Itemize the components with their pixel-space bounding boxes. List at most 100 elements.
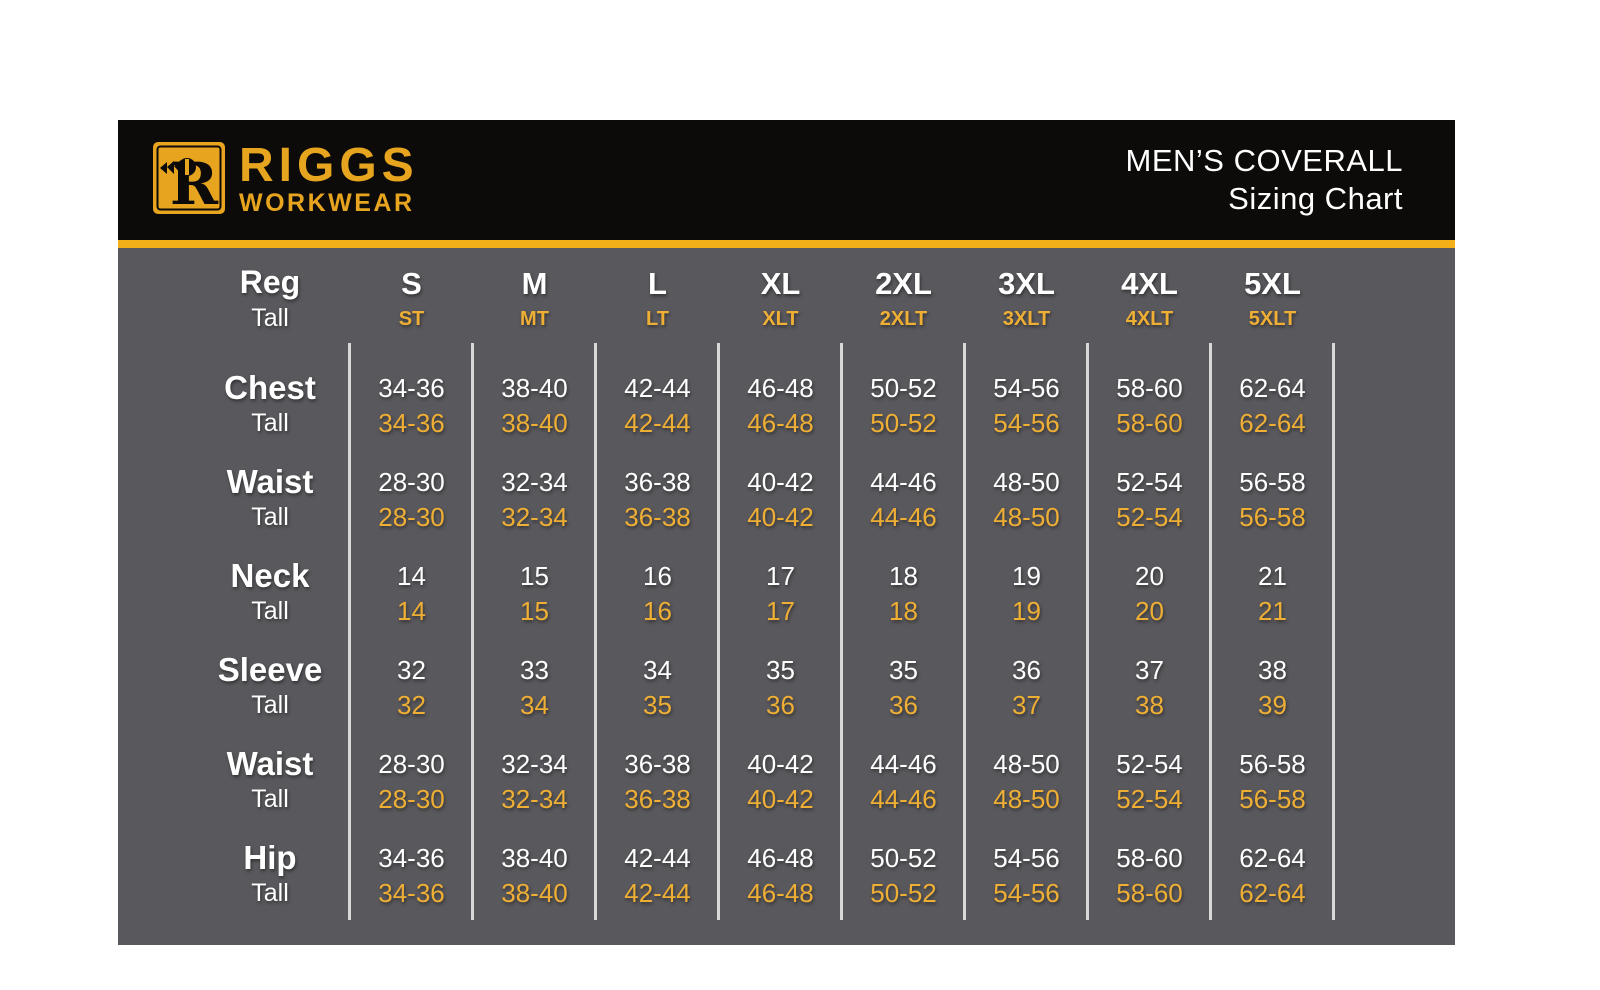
size-tall-label: XLT <box>762 308 799 330</box>
brand-name: RIGGS <box>239 139 419 193</box>
column-divider <box>717 343 720 920</box>
size-value-cell: 28-30 28-30 <box>350 721 473 815</box>
reg-value: 44-46 <box>870 467 937 497</box>
reg-value: 15 <box>520 561 549 591</box>
size-value-cell: 40-42 40-42 <box>719 439 842 533</box>
tall-value: 34-36 <box>378 408 445 438</box>
size-tall-label: 2XLT <box>879 308 928 330</box>
row-label-cell: Waist Tall <box>118 439 350 533</box>
reg-value: 46-48 <box>747 843 814 873</box>
row-spacer <box>1334 721 1455 815</box>
reg-value: 48-50 <box>993 749 1060 779</box>
sizing-chart-panel: R RIGGS WORKWEAR MEN’S COVERALL Sizing C… <box>118 120 1455 945</box>
size-reg-label: L <box>648 266 667 301</box>
reg-value: 34-36 <box>378 843 445 873</box>
reg-value: 32-34 <box>501 467 568 497</box>
reg-value: 58-60 <box>1116 843 1183 873</box>
size-column-header: 5XL 5XLT <box>1211 248 1334 345</box>
size-value-cell: 62-64 62-64 <box>1211 345 1334 439</box>
tall-value: 38-40 <box>501 878 568 908</box>
row-tall-label: Tall <box>251 785 289 813</box>
reg-value: 34 <box>643 655 672 685</box>
size-value-cell: 52-54 52-54 <box>1088 439 1211 533</box>
reg-value: 14 <box>397 561 426 591</box>
row-label: Neck <box>230 557 310 594</box>
brand-logo: R RIGGS WORKWEAR <box>152 141 419 220</box>
size-column-header: L LT <box>596 248 719 345</box>
row-label: Hip <box>243 839 297 876</box>
size-value-cell: 36-38 36-38 <box>596 439 719 533</box>
tall-value: 32 <box>397 690 426 720</box>
tall-value: 46-48 <box>747 408 814 438</box>
size-column-header: 4XL 4XLT <box>1088 248 1211 345</box>
brand-wordmark: RIGGS WORKWEAR <box>239 139 419 217</box>
size-value-cell: 35 36 <box>842 627 965 721</box>
measure-row: Waist Tall 28-30 28-30 32-34 32-34 36-38 36-38 4… <box>118 439 1455 533</box>
size-value-cell: 14 14 <box>350 533 473 627</box>
tall-value: 54-56 <box>993 408 1060 438</box>
reg-value: 21 <box>1258 561 1287 591</box>
reg-value: 54-56 <box>993 843 1060 873</box>
tall-value: 17 <box>766 596 795 626</box>
size-reg-label: 5XL <box>1244 266 1301 301</box>
size-value-cell: 50-52 50-52 <box>842 345 965 439</box>
size-value-cell: 16 16 <box>596 533 719 627</box>
reg-value: 20 <box>1135 561 1164 591</box>
data-area: Chest Tall 34-36 34-36 38-40 38-40 42-44 42-44 4… <box>118 343 1455 945</box>
tall-header-label: Tall <box>251 304 289 332</box>
tall-value: 56-58 <box>1239 784 1306 814</box>
tall-value: 19 <box>1012 596 1041 626</box>
tall-value: 42-44 <box>624 408 691 438</box>
size-reg-label: M <box>521 266 548 301</box>
tall-value: 37 <box>1012 690 1041 720</box>
brand-subname: WORKWEAR <box>239 188 415 217</box>
size-tall-label: 4XLT <box>1125 308 1174 330</box>
size-value-cell: 28-30 28-30 <box>350 439 473 533</box>
size-value-cell: 18 18 <box>842 533 965 627</box>
reg-value: 62-64 <box>1239 373 1306 403</box>
column-divider <box>840 343 843 920</box>
reg-value: 54-56 <box>993 373 1060 403</box>
tall-value: 36 <box>889 690 918 720</box>
size-value-cell: 56-58 56-58 <box>1211 721 1334 815</box>
size-value-cell: 17 17 <box>719 533 842 627</box>
reg-value: 56-58 <box>1239 749 1306 779</box>
row-spacer <box>1334 815 1455 909</box>
size-value-cell: 48-50 48-50 <box>965 439 1088 533</box>
reg-value: 62-64 <box>1239 843 1306 873</box>
tall-value: 40-42 <box>747 784 814 814</box>
reg-header-label: Reg <box>239 264 301 300</box>
size-value-cell: 48-50 48-50 <box>965 721 1088 815</box>
row-tall-label: Tall <box>251 879 289 907</box>
size-value-cell: 58-60 58-60 <box>1088 345 1211 439</box>
size-tall-label: ST <box>398 308 425 330</box>
size-value-cell: 34 35 <box>596 627 719 721</box>
tall-value: 40-42 <box>747 502 814 532</box>
reg-value: 32-34 <box>501 749 568 779</box>
tall-value: 44-46 <box>870 502 937 532</box>
size-value-cell: 52-54 52-54 <box>1088 721 1211 815</box>
tall-value: 56-58 <box>1239 502 1306 532</box>
tall-value: 32-34 <box>501 784 568 814</box>
tall-value: 14 <box>397 596 426 626</box>
tall-value: 34 <box>520 690 549 720</box>
reg-value: 33 <box>520 655 549 685</box>
size-value-cell: 32-34 32-34 <box>473 439 596 533</box>
tall-value: 15 <box>520 596 549 626</box>
size-value-cell: 44-46 44-46 <box>842 439 965 533</box>
size-value-cell: 62-64 62-64 <box>1211 815 1334 909</box>
tall-value: 44-46 <box>870 784 937 814</box>
size-reg-label: S <box>401 266 422 301</box>
row-label-cell: Neck Tall <box>118 533 350 627</box>
reg-value: 38-40 <box>501 373 568 403</box>
size-value-cell: 36-38 36-38 <box>596 721 719 815</box>
size-column-header: XL XLT <box>719 248 842 345</box>
tall-value: 21 <box>1258 596 1287 626</box>
size-reg-label: XL <box>760 266 801 301</box>
tall-value: 62-64 <box>1239 408 1306 438</box>
measure-row: Hip Tall 34-36 34-36 38-40 38-40 42-44 42-44 46-… <box>118 815 1455 909</box>
tall-value: 58-60 <box>1116 408 1183 438</box>
reg-value: 32 <box>397 655 426 685</box>
tall-value: 28-30 <box>378 502 445 532</box>
tall-value: 39 <box>1258 690 1287 720</box>
